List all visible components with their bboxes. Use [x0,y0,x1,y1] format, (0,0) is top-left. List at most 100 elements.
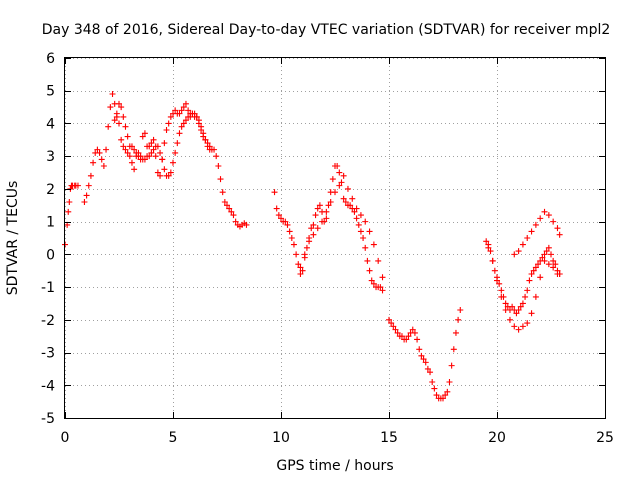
data-point [541,251,548,258]
data-point [537,215,544,222]
data-point [185,107,192,114]
data-point [532,293,539,300]
data-point [131,146,138,153]
data-point [105,123,112,130]
data-point [491,267,498,274]
data-point [131,166,138,173]
data-point [325,202,332,209]
data-point [154,143,161,150]
data-point [554,225,561,232]
data-point [152,153,159,160]
data-point [431,385,438,392]
data-point [340,172,347,179]
data-point [157,149,164,156]
data-point [537,274,544,281]
data-point [180,104,187,111]
x-tick-label: 20 [488,430,506,446]
data-point [336,182,343,189]
data-point [522,293,529,300]
data-point [118,104,125,111]
data-point [450,346,457,353]
data-point [90,159,97,166]
data-point [243,221,250,228]
data-point [113,110,120,117]
data-point [133,149,140,156]
data-point [353,205,360,212]
data-point [386,316,392,323]
data-point [221,199,228,205]
data-point [442,392,449,399]
data-point [122,146,129,153]
data-point [187,113,194,120]
data-point [146,143,153,150]
data-point [180,120,187,127]
data-point [204,143,211,150]
data-point [332,189,338,196]
data-point [392,326,399,333]
data-point [519,241,526,248]
data-point [528,228,535,235]
axis-ticks [65,58,606,419]
data-point [550,264,557,271]
data-point [446,379,453,385]
data-point [314,225,321,232]
data-point [319,218,326,225]
data-point [403,336,410,343]
data-point [517,303,524,310]
y-tick-label: -1 [41,280,55,296]
data-point [137,153,144,160]
data-point [398,333,405,340]
data-point [124,133,131,140]
data-point [312,212,319,219]
y-tick-label: 3 [46,149,55,165]
data-point [275,212,282,219]
data-point [282,218,289,225]
data-point [370,280,377,287]
data-point [355,221,362,228]
data-point [107,104,114,111]
data-point [502,307,509,313]
data-point [83,192,90,199]
data-point [362,244,369,251]
data-point [120,113,127,120]
data-point [98,156,105,163]
data-point [174,140,181,147]
data-point [157,172,164,179]
data-point [368,277,375,284]
data-point [550,257,557,264]
data-point [284,221,291,228]
data-point [494,277,500,284]
data-point [422,359,429,366]
data-point [172,107,179,114]
data-point [286,228,293,235]
data-point [409,326,416,333]
data-point [122,123,129,130]
data-point [405,333,412,340]
data-point [440,395,446,402]
x-tick-label: 25 [596,430,614,446]
data-point [498,293,505,300]
data-point [226,205,233,212]
data-point [198,123,205,130]
data-point [448,362,455,369]
data-point [433,392,440,399]
data-point [193,113,200,120]
data-point [217,176,224,183]
data-point [444,388,451,395]
data-point [424,365,431,372]
data-point [316,202,323,209]
data-point [293,251,300,258]
data-point [334,163,341,169]
data-point [141,156,148,163]
data-point [515,326,522,333]
data-point [524,320,531,327]
y-tick-labels: -5 -4 -3 -2 -1 0 1 2 3 4 5 6 [41,51,55,427]
plot-frame [64,57,606,419]
data-point [353,215,360,222]
data-point [416,346,423,353]
data-point [502,300,509,307]
data-point [65,208,72,215]
data-point [496,280,503,287]
data-point [167,169,174,176]
y-tick-label: 2 [46,182,55,198]
